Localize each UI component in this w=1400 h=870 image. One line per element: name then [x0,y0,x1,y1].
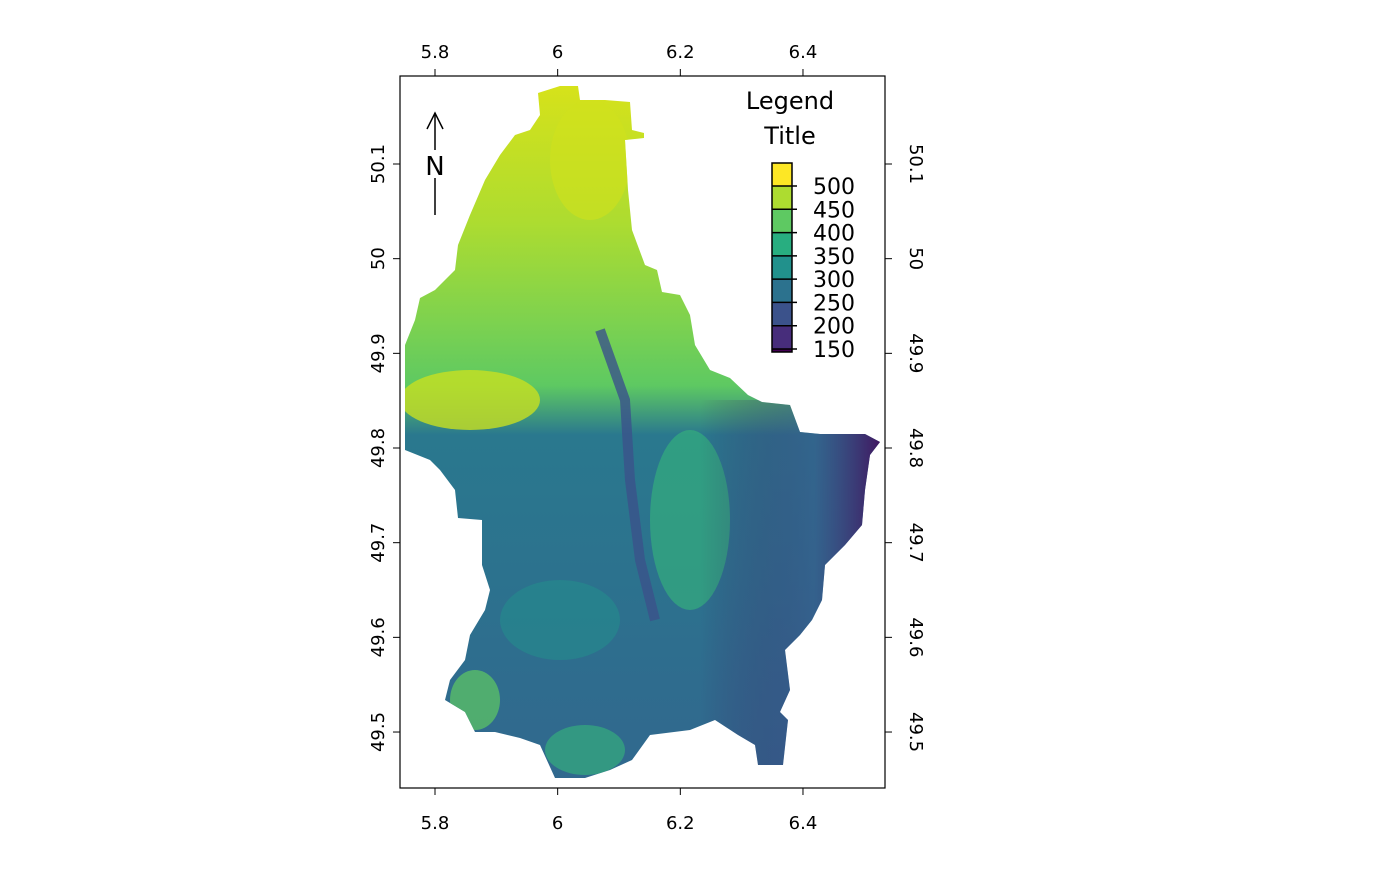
legend-color-segment [772,325,792,349]
legend-color-segment [772,255,792,280]
legend-tick-label: 350 [813,245,855,270]
y-tick-label-right: 50.1 [905,144,926,184]
plot-frame [399,75,886,789]
legend-color-segment [772,279,792,303]
y-tick-label-right: 50 [905,247,926,270]
north-label: N [425,152,444,182]
legend-tick-label: 250 [813,291,855,316]
x-axis: 5.8 5.8 6 6 6.2 6.2 6.4 6.4 [421,42,818,834]
legend-tick-label: 150 [813,338,855,363]
y-tick-label-left: 50.1 [368,144,389,184]
y-tick-label-right: 49.5 [905,712,926,752]
y-tick-label-right: 49.8 [905,428,926,468]
legend-color-segment [772,186,792,210]
legend-tick-label: 300 [813,268,855,293]
x-tick-label-bottom: 6 [552,813,563,834]
legend-title-line1: Legend [746,87,834,115]
x-tick-label-bottom: 6.4 [789,813,818,834]
y-tick-label-left: 49.8 [368,428,389,468]
y-tick-label-right: 49.6 [905,617,926,657]
legend-tick-label: 450 [813,198,855,223]
x-tick-label-bottom: 5.8 [421,813,450,834]
legend-tick-label: 200 [813,315,855,340]
x-tick-label-bottom: 6.2 [666,813,695,834]
x-tick-label-top: 6 [552,42,563,63]
legend-color-segment [772,302,792,326]
legend-color-segment [772,232,792,256]
y-axis: 49.5 49.5 49.6 49.6 49.7 49.7 49.8 49.8 49.9 49.9… [368,144,926,752]
north-arrow: N [424,111,446,215]
y-tick-label-left: 49.6 [368,617,389,657]
x-tick-label-top: 6.4 [789,42,818,63]
y-tick-label-left: 50 [368,247,389,270]
legend-tick-label: 400 [813,222,855,247]
y-tick-label-left: 49.7 [368,523,389,563]
legend-tick-label: 500 [813,175,855,200]
legend-title-line2: Title [763,122,815,150]
y-tick-label-right: 49.9 [905,333,926,373]
legend-color-segment [772,349,792,352]
x-tick-label-top: 6.2 [666,42,695,63]
y-tick-label-left: 49.5 [368,712,389,752]
y-tick-label-left: 49.9 [368,333,389,373]
legend-color-segment [772,163,792,186]
y-tick-label-right: 49.7 [905,523,926,563]
legend-color-segment [772,209,792,233]
legend-bar-frame [771,162,793,353]
x-tick-label-top: 5.8 [421,42,450,63]
